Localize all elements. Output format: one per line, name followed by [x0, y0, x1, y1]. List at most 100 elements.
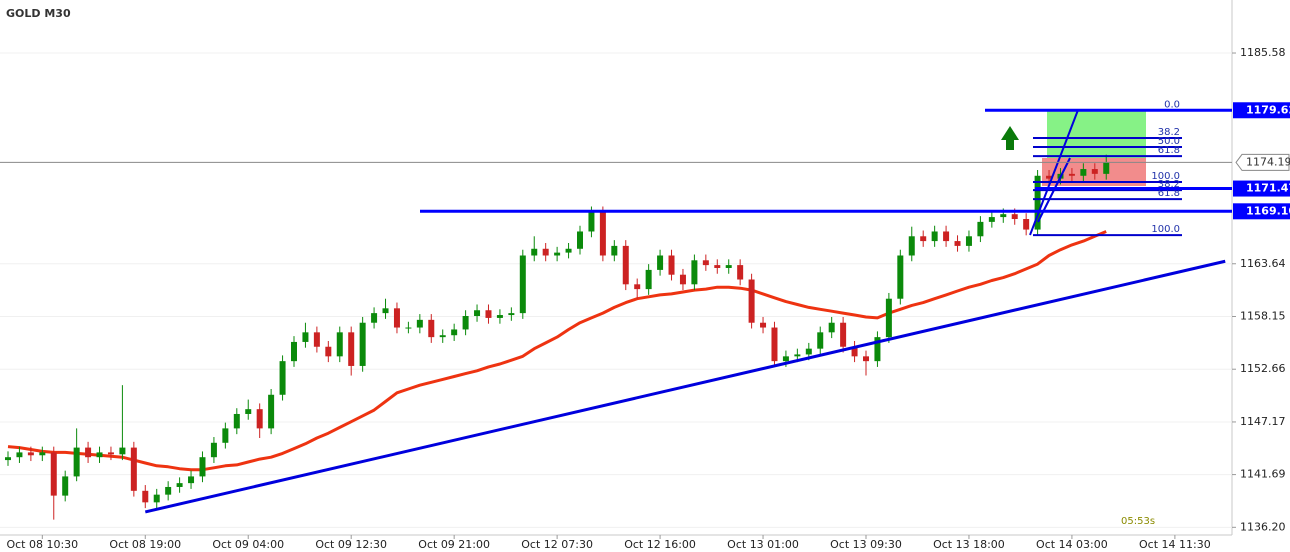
y-tick-label: 1152.66 [1240, 362, 1286, 375]
candle-body [142, 490, 149, 503]
candle-body [863, 356, 869, 362]
candle-body [782, 356, 789, 362]
up-arrow [1001, 126, 1019, 150]
candle-body [519, 255, 526, 314]
y-tick-label: 1163.64 [1240, 257, 1286, 270]
candle-body [474, 310, 481, 317]
x-tick-label: Oct 09 04:00 [212, 538, 284, 551]
candle-body [897, 255, 904, 299]
candle-body [748, 279, 755, 323]
candle-body [1046, 175, 1053, 179]
candle-body [359, 322, 366, 366]
y-tick-label: 1185.58 [1240, 46, 1286, 59]
price-tag-label: 1171.47 [1246, 182, 1290, 195]
candle-body [737, 265, 744, 280]
candle-body [85, 447, 92, 458]
candle-body [1080, 169, 1087, 176]
candle-body [153, 494, 160, 503]
candle-body [657, 255, 664, 270]
y-tick-label: 1141.69 [1240, 468, 1286, 481]
countdown: 05:53s [1121, 516, 1155, 527]
candle-body [405, 327, 412, 329]
candle-body [725, 265, 732, 268]
candle-body [107, 452, 114, 455]
x-tick-label: Oct 14 11:30 [1139, 538, 1211, 551]
candle-body [1023, 218, 1030, 230]
candle-body [542, 248, 549, 256]
x-tick-label: Oct 13 18:00 [933, 538, 1005, 551]
candle-body [817, 332, 824, 349]
candle-body [62, 476, 69, 496]
candle-body [371, 313, 378, 323]
x-tick-label: Oct 12 16:00 [624, 538, 696, 551]
candle-body [1103, 162, 1110, 174]
candle-body [96, 452, 103, 458]
candle-body [130, 447, 137, 491]
price-tag [1233, 180, 1290, 197]
price-tag-label: 1169.10 [1246, 204, 1290, 217]
candle-body [920, 236, 927, 242]
candle-body [382, 308, 389, 314]
candle-body [702, 260, 709, 266]
candle-body [199, 457, 206, 477]
fibo-label: 100.0 [1151, 224, 1180, 235]
candle-body [1091, 169, 1098, 174]
candle-body [1034, 175, 1041, 230]
x-tick-label: Oct 08 10:30 [6, 538, 78, 551]
price-tag-label: 1179.62 [1246, 103, 1290, 116]
candle-body [462, 316, 469, 330]
candle-body [885, 298, 892, 338]
candle-body [188, 476, 195, 484]
candle-body [165, 486, 172, 495]
candle-body [210, 442, 217, 458]
candle-body [496, 315, 503, 318]
candle-body [908, 236, 915, 256]
candle-body [439, 335, 446, 338]
chart-title: GOLD M30 [6, 7, 71, 20]
candle-body [554, 252, 561, 256]
x-tick-label: Oct 12 07:30 [521, 538, 593, 551]
fibo-label: 100.0 [1151, 171, 1180, 182]
candle-body [16, 452, 23, 458]
trendline [144, 259, 1226, 514]
candle-body [1011, 214, 1018, 219]
candle-body [325, 346, 332, 357]
candle-body [393, 308, 400, 328]
candle-body [313, 332, 320, 347]
candle-body [874, 337, 881, 362]
candle-body [291, 341, 297, 362]
y-tick-label: 1147.17 [1240, 415, 1286, 428]
candle-body [931, 231, 938, 242]
candle-body [965, 236, 972, 246]
candle-body [119, 447, 126, 455]
candle-body [577, 231, 583, 249]
moving-average [7, 230, 1107, 472]
candle-body [634, 284, 641, 290]
candle-body [840, 322, 847, 347]
candle-body [302, 332, 309, 342]
candle-body [485, 310, 492, 318]
candle-body [851, 346, 858, 357]
price-tag [1235, 153, 1290, 171]
candle-body [771, 327, 778, 362]
candle-body [1000, 214, 1007, 218]
candle-body [805, 348, 812, 355]
y-tick-label: 1136.20 [1240, 520, 1286, 533]
price-tag [1233, 102, 1290, 119]
candle-body [222, 428, 229, 443]
candle-body [416, 319, 423, 328]
candle-body [691, 260, 698, 285]
candle-body [599, 212, 606, 256]
candle-body [645, 269, 652, 290]
candle-body [50, 452, 57, 496]
candle-body [943, 231, 950, 242]
price-tag-label: 1174.19 [1246, 155, 1290, 168]
candle-body [348, 332, 355, 366]
fibo-diagonal [1029, 109, 1079, 236]
x-tick-label: Oct 08 19:00 [109, 538, 181, 551]
candle-body [531, 248, 538, 256]
candle-body [451, 329, 458, 336]
candle-body [336, 332, 343, 357]
price-tag [1233, 203, 1290, 220]
